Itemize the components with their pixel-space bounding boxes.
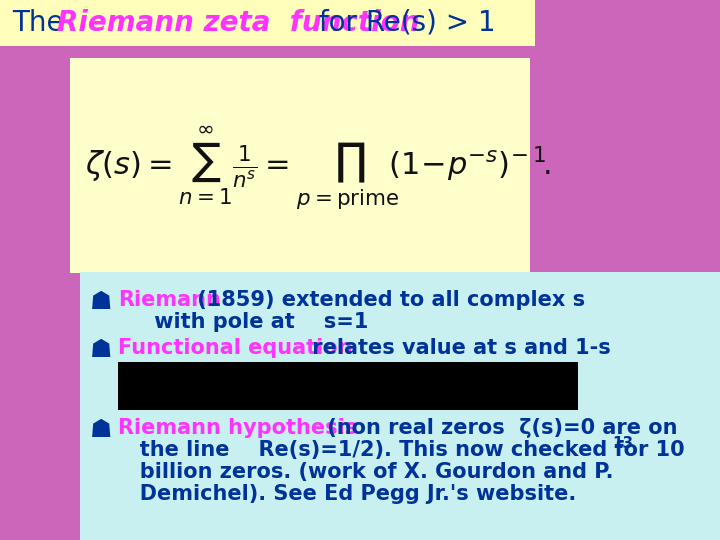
Text: (1859) extended to all complex s: (1859) extended to all complex s <box>190 290 585 310</box>
Text: ☗: ☗ <box>90 290 112 314</box>
Text: (non real zeros  ζ(s)=0 are on: (non real zeros ζ(s)=0 are on <box>320 418 678 438</box>
Text: Demichel). See Ed Pegg Jr.'s website.: Demichel). See Ed Pegg Jr.'s website. <box>118 484 576 504</box>
Text: billion zeros. (work of X. Gourdon and P.: billion zeros. (work of X. Gourdon and P… <box>118 462 613 482</box>
FancyBboxPatch shape <box>70 58 530 273</box>
Text: $\zeta(s) = \sum_{n=1}^{\infty} \frac{1}{n^s} = \prod_{p=\mathrm{prime}} \!\!\le: $\zeta(s) = \sum_{n=1}^{\infty} \frac{1}… <box>85 125 551 212</box>
FancyBboxPatch shape <box>80 272 720 540</box>
Text: with pole at    s=1: with pole at s=1 <box>118 312 369 332</box>
Text: ☗: ☗ <box>90 418 112 442</box>
FancyBboxPatch shape <box>118 362 578 410</box>
Text: The: The <box>12 9 73 37</box>
Text: ☗: ☗ <box>90 338 112 362</box>
Text: Riemann: Riemann <box>118 290 221 310</box>
Text: Riemann hypothesis: Riemann hypothesis <box>118 418 357 438</box>
Text: relates value at s and 1-s: relates value at s and 1-s <box>305 338 611 358</box>
Text: for Re(s) > 1: for Re(s) > 1 <box>310 9 495 37</box>
Text: the line    Re(s)=1/2). This now checked for 10: the line Re(s)=1/2). This now checked fo… <box>118 440 685 460</box>
FancyBboxPatch shape <box>0 0 535 46</box>
Text: Functional equation: Functional equation <box>118 338 353 358</box>
Text: Riemann zeta  function: Riemann zeta function <box>57 9 420 37</box>
Text: 13: 13 <box>612 436 633 451</box>
